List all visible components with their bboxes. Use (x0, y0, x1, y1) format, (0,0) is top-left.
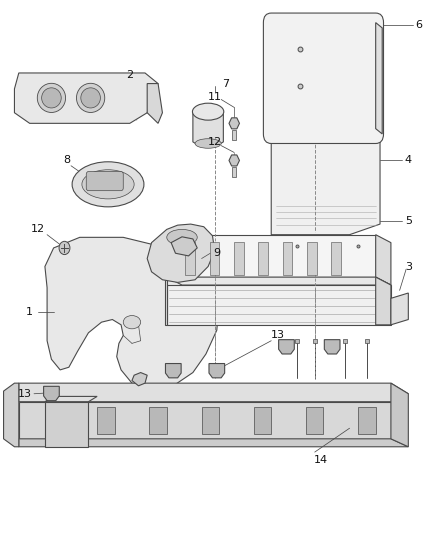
Polygon shape (45, 237, 219, 389)
Polygon shape (271, 237, 380, 256)
Polygon shape (229, 155, 240, 166)
Bar (97, 407, 115, 433)
Text: 11: 11 (208, 92, 222, 102)
Bar (307, 242, 317, 275)
Text: 13: 13 (18, 389, 32, 399)
Polygon shape (147, 224, 215, 282)
Polygon shape (167, 235, 376, 277)
Ellipse shape (72, 162, 144, 207)
Ellipse shape (77, 83, 105, 112)
Text: 2: 2 (126, 70, 133, 79)
Ellipse shape (82, 169, 134, 199)
FancyBboxPatch shape (86, 172, 123, 191)
Polygon shape (45, 402, 88, 447)
Polygon shape (391, 293, 408, 325)
Polygon shape (167, 285, 391, 325)
Bar (149, 407, 167, 433)
Polygon shape (165, 235, 167, 325)
Text: 1: 1 (26, 306, 33, 317)
Bar (258, 242, 268, 275)
Polygon shape (391, 383, 408, 447)
Polygon shape (376, 277, 391, 325)
Polygon shape (193, 112, 223, 144)
Bar (234, 242, 244, 275)
Text: 12: 12 (208, 137, 222, 147)
Bar (358, 407, 376, 433)
Bar (185, 242, 195, 275)
Bar (232, 130, 237, 140)
Ellipse shape (123, 316, 141, 329)
Text: 12: 12 (32, 224, 46, 235)
Text: 13: 13 (271, 330, 285, 341)
Polygon shape (279, 340, 294, 354)
Ellipse shape (167, 229, 197, 245)
Polygon shape (132, 373, 147, 386)
Polygon shape (271, 139, 380, 235)
Ellipse shape (59, 241, 70, 255)
Polygon shape (376, 235, 391, 285)
Ellipse shape (192, 103, 224, 120)
Polygon shape (14, 73, 158, 123)
Text: 5: 5 (405, 216, 412, 227)
Bar (201, 407, 219, 433)
Bar (232, 167, 237, 177)
Ellipse shape (42, 88, 61, 108)
Ellipse shape (37, 83, 66, 112)
Polygon shape (376, 22, 382, 134)
FancyBboxPatch shape (263, 13, 384, 143)
Bar (45, 407, 62, 433)
Polygon shape (147, 84, 162, 123)
Bar (254, 407, 271, 433)
Polygon shape (19, 383, 408, 402)
Text: 9: 9 (213, 248, 220, 259)
Text: 4: 4 (405, 156, 412, 165)
Bar (283, 242, 292, 275)
Text: 7: 7 (222, 78, 229, 88)
Polygon shape (167, 277, 391, 285)
Polygon shape (171, 237, 197, 256)
Polygon shape (19, 402, 391, 439)
Polygon shape (209, 364, 225, 378)
Ellipse shape (195, 139, 221, 148)
Polygon shape (166, 364, 181, 378)
Bar (331, 242, 341, 275)
Ellipse shape (81, 88, 100, 108)
Polygon shape (229, 118, 240, 129)
Bar (306, 407, 323, 433)
Polygon shape (324, 340, 340, 354)
Text: 8: 8 (63, 156, 70, 165)
Polygon shape (45, 397, 97, 402)
Polygon shape (4, 383, 19, 447)
Text: 14: 14 (314, 455, 328, 465)
Bar (210, 242, 219, 275)
Text: 6: 6 (416, 20, 423, 30)
Text: 3: 3 (405, 262, 412, 271)
Polygon shape (19, 439, 408, 447)
Polygon shape (44, 386, 59, 401)
